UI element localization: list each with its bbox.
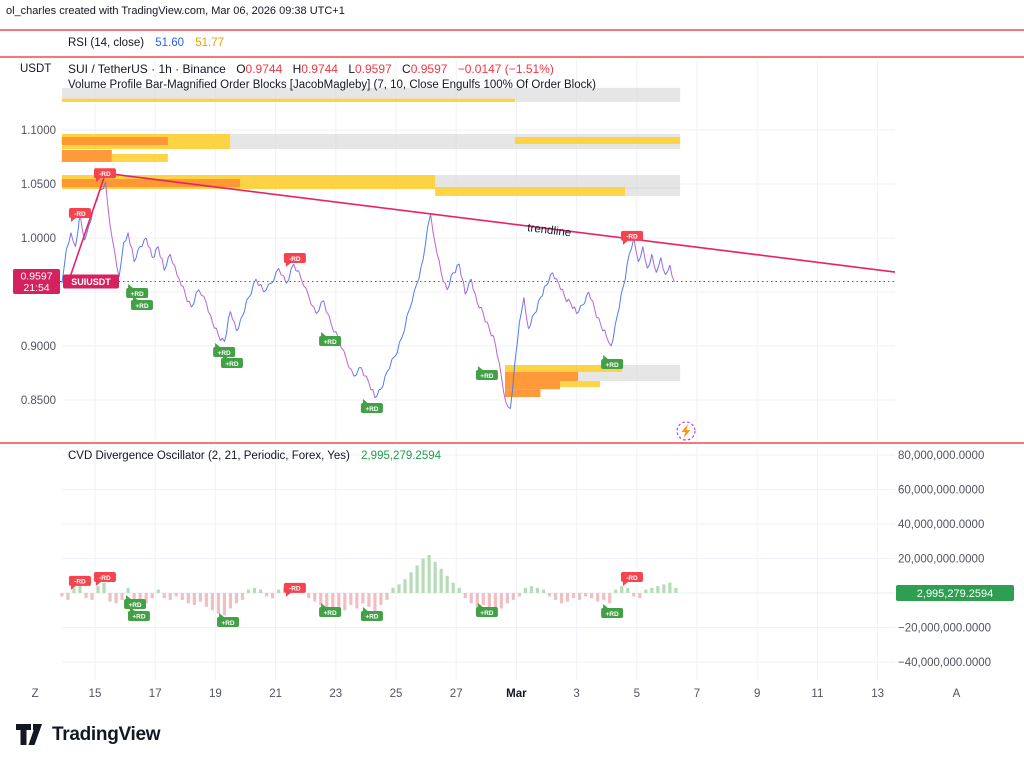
ohlc-open-value: 0.9744 [245, 62, 283, 76]
svg-text:11: 11 [811, 688, 823, 700]
svg-text:-RD: -RD [99, 171, 111, 178]
rsi-value-main: 51.60 [155, 37, 185, 49]
svg-text:9: 9 [754, 688, 760, 700]
svg-text:40,000,000.0000: 40,000,000.0000 [898, 519, 984, 531]
svg-text:+RD: +RD [323, 610, 336, 617]
price-axis[interactable] [0, 60, 60, 440]
lightning-icon [681, 424, 691, 438]
cvd-value: 2,995,279.2594 [361, 450, 442, 462]
rsi-value-signal: 51.77 [195, 37, 225, 49]
ohlc-low-value: 0.9597 [355, 62, 392, 76]
ohlc-high-label: H [292, 62, 302, 76]
svg-text:-RD: -RD [74, 579, 86, 586]
svg-text:Mar: Mar [506, 688, 527, 700]
svg-text:+RD: +RD [606, 611, 619, 618]
ohlc-close-label: C [402, 62, 411, 76]
svg-text:-RD: -RD [289, 256, 301, 263]
svg-text:-RD: -RD [99, 575, 111, 582]
svg-text:21: 21 [269, 688, 282, 700]
svg-text:+RD: +RD [221, 620, 234, 627]
symbol-title: SUI / TetherUS · 1h · Binance [68, 62, 226, 76]
svg-text:25: 25 [390, 688, 403, 700]
svg-text:Z: Z [32, 688, 39, 700]
svg-text:7: 7 [694, 688, 700, 700]
svg-text:+RD: +RD [128, 602, 141, 609]
tradingview-logo[interactable]: TradingView [14, 722, 161, 747]
svg-text:+RD: +RD [365, 614, 378, 621]
attribution-text: ol_charles created with TradingView.com,… [6, 5, 345, 17]
svg-text:27: 27 [450, 688, 463, 700]
pane-separator[interactable] [0, 56, 1024, 58]
svg-text:−40,000,000.0000: −40,000,000.0000 [898, 657, 991, 669]
tradingview-logo-icon [16, 724, 42, 745]
volume-profile-legend[interactable]: Volume Profile Bar-Magnified Order Block… [68, 79, 596, 91]
ohlc-open-label: O [236, 62, 246, 76]
ohlc-close-value: 0.9597 [410, 62, 448, 76]
ohlc-high-value: 0.9744 [301, 62, 338, 76]
cvd-legend[interactable]: CVD Divergence Oscillator (2, 21, Period… [68, 450, 441, 462]
tradingview-logo-text: TradingView [52, 723, 161, 745]
svg-text:A: A [953, 688, 961, 700]
svg-text:19: 19 [209, 688, 222, 700]
svg-text:1.0500: 1.0500 [21, 179, 56, 191]
svg-text:-RD: -RD [74, 211, 86, 218]
svg-text:15: 15 [89, 688, 102, 700]
svg-text:20,000,000.0000: 20,000,000.0000 [898, 554, 984, 566]
ohlc-low-label: L [348, 62, 355, 76]
svg-text:+RD: +RD [218, 350, 231, 357]
svg-text:13: 13 [871, 688, 884, 700]
svg-text:-RD: -RD [289, 586, 301, 593]
svg-text:0.9597: 0.9597 [20, 271, 52, 283]
svg-text:5: 5 [634, 688, 640, 700]
symbol-legend[interactable]: SUI / TetherUS · 1h · Binance O0.9744 H0… [68, 62, 554, 76]
svg-text:+RD: +RD [132, 614, 145, 621]
svg-text:1.1000: 1.1000 [21, 125, 56, 137]
svg-text:60,000,000.0000: 60,000,000.0000 [898, 485, 984, 497]
pane-separator[interactable] [0, 29, 1024, 31]
svg-text:+RD: +RD [606, 362, 619, 369]
rsi-legend[interactable]: RSI (14, close) 51.60 51.77 [68, 37, 224, 49]
svg-text:17: 17 [149, 688, 162, 700]
svg-text:0.8500: 0.8500 [21, 395, 56, 407]
svg-text:-RD: -RD [626, 234, 638, 241]
rsi-label: RSI (14, close) [68, 37, 145, 49]
cvd-label: CVD Divergence Oscillator (2, 21, Period… [68, 450, 350, 462]
time-axis[interactable] [0, 685, 1024, 707]
svg-text:1.0000: 1.0000 [21, 233, 56, 245]
svg-text:+RD: +RD [135, 303, 148, 310]
pane-separator[interactable] [0, 442, 1024, 444]
svg-text:+RD: +RD [131, 291, 144, 298]
svg-text:trendline: trendline [527, 222, 572, 239]
svg-text:21:54: 21:54 [23, 282, 49, 294]
svg-text:+RD: +RD [480, 610, 493, 617]
price-scale-currency-label[interactable]: USDT [20, 63, 52, 75]
svg-text:+RD: +RD [225, 361, 238, 368]
svg-text:2,995,279.2594: 2,995,279.2594 [917, 588, 993, 600]
price-change-value: −0.0147 (−1.51%) [457, 62, 554, 76]
svg-text:+RD: +RD [323, 339, 336, 346]
svg-text:SUIUSDT: SUIUSDT [71, 277, 111, 287]
svg-text:+RD: +RD [365, 406, 378, 413]
svg-text:−20,000,000.0000: −20,000,000.0000 [898, 623, 991, 635]
svg-text:80,000,000.0000: 80,000,000.0000 [898, 450, 984, 462]
svg-text:-RD: -RD [626, 575, 638, 582]
svg-text:23: 23 [329, 688, 342, 700]
cvd-axis[interactable] [895, 447, 1024, 680]
svg-text:3: 3 [573, 688, 579, 700]
svg-text:+RD: +RD [480, 373, 493, 380]
svg-text:0.9000: 0.9000 [21, 341, 56, 353]
